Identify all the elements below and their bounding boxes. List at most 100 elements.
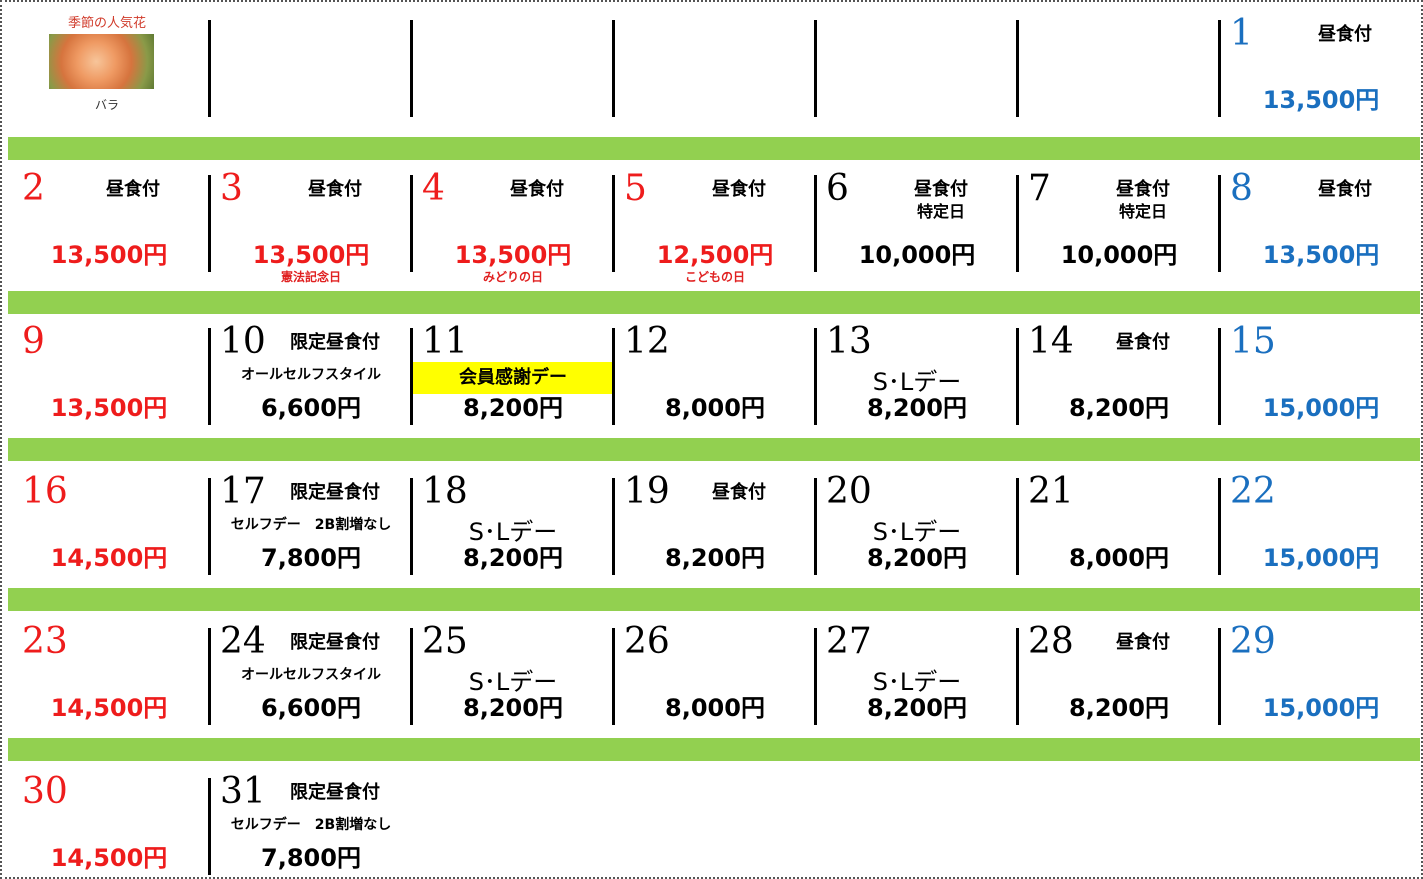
- day-number: 3: [220, 168, 243, 209]
- day-number: 16: [22, 471, 68, 512]
- price: 7,800円: [261, 844, 361, 872]
- event-label: S･Lデー: [468, 668, 558, 696]
- day-number: 26: [624, 621, 670, 662]
- day-divider: [1016, 478, 1019, 575]
- day-divider: [1218, 478, 1221, 575]
- price: 6,600円: [261, 694, 361, 722]
- meal-note: 限定昼食付: [290, 332, 380, 353]
- day-divider: [208, 778, 211, 875]
- day-number: 6: [826, 168, 849, 209]
- price: 8,200円: [867, 694, 967, 722]
- meal-note: 限定昼食付: [290, 482, 380, 503]
- day-divider: [1016, 628, 1019, 725]
- day-number: 11: [422, 321, 468, 362]
- meal-note: 昼食付: [914, 179, 968, 200]
- price: 8,200円: [463, 544, 563, 572]
- day-divider: [410, 175, 413, 272]
- event-label: S･Lデー: [872, 368, 962, 396]
- day-divider: [208, 478, 211, 575]
- day-divider: [612, 328, 615, 425]
- day-divider: [1016, 175, 1019, 272]
- week-separator: [8, 291, 1420, 314]
- day-number: 17: [220, 471, 266, 512]
- meal-note: 限定昼食付: [290, 782, 380, 803]
- price: 8,000円: [1069, 544, 1169, 572]
- day-number: 23: [22, 621, 68, 662]
- day-divider: [814, 20, 817, 117]
- meal-note: 限定昼食付: [290, 632, 380, 653]
- holiday-name: こどもの日: [684, 270, 745, 284]
- meal-note: 昼食付: [1116, 332, 1170, 353]
- price: 13,500円: [1262, 86, 1380, 114]
- price: 15,000円: [1262, 544, 1380, 572]
- day-number: 18: [422, 471, 468, 512]
- day-number: 13: [826, 321, 872, 362]
- day-number: 5: [624, 168, 647, 209]
- day-divider: [208, 628, 211, 725]
- price: 13,500円: [252, 241, 370, 269]
- day-number: 30: [22, 771, 68, 812]
- day-number: 7: [1028, 168, 1051, 209]
- day-number: 4: [422, 168, 445, 209]
- day-divider: [1218, 628, 1221, 725]
- price: 8,000円: [665, 694, 765, 722]
- day-divider: [1218, 175, 1221, 272]
- price: 8,200円: [1069, 694, 1169, 722]
- price: 13,500円: [50, 394, 168, 422]
- day-divider: [612, 20, 615, 117]
- day-divider: [410, 628, 413, 725]
- day-number: 8: [1230, 168, 1253, 209]
- meal-note: 昼食付: [308, 179, 362, 200]
- day-number: 15: [1230, 321, 1276, 362]
- price: 13,500円: [50, 241, 168, 269]
- day-number: 27: [826, 621, 872, 662]
- day-divider: [814, 478, 817, 575]
- meal-note: 昼食付: [712, 482, 766, 503]
- day-number: 28: [1028, 621, 1074, 662]
- day-divider: [814, 328, 817, 425]
- day-divider: [208, 175, 211, 272]
- meal-note: 昼食付: [106, 179, 160, 200]
- week-separator: [8, 588, 1420, 611]
- day-number: 1: [1230, 13, 1253, 54]
- event-badge: 会員感謝デー: [413, 362, 613, 394]
- day-divider: [410, 328, 413, 425]
- price: 14,500円: [50, 844, 168, 872]
- holiday-name: みどりの日: [482, 270, 543, 284]
- price: 8,200円: [867, 544, 967, 572]
- featured-label: 季節の人気花: [67, 16, 146, 31]
- holiday-name: 憲法記念日: [280, 270, 341, 284]
- day-divider: [410, 20, 413, 117]
- day-divider: [1218, 328, 1221, 425]
- price: 13,500円: [1262, 241, 1380, 269]
- day-number: 25: [422, 621, 468, 662]
- day-number: 29: [1230, 621, 1276, 662]
- day-divider: [208, 20, 211, 117]
- day-number: 14: [1028, 321, 1074, 362]
- day-number: 10: [220, 321, 266, 362]
- week-separator: [8, 438, 1420, 461]
- day-divider: [410, 478, 413, 575]
- plan-note: 特定日: [916, 202, 965, 221]
- day-number: 20: [826, 471, 872, 512]
- price: 8,200円: [463, 694, 563, 722]
- day-divider: [612, 478, 615, 575]
- price: 7,800円: [261, 544, 361, 572]
- day-number: 21: [1028, 471, 1074, 512]
- plan-note: 特定日: [1118, 202, 1167, 221]
- plan-note: セルフデー 2B割増なし: [230, 517, 392, 533]
- plan-note: オールセルフスタイル: [241, 367, 381, 383]
- event-label: S･Lデー: [872, 518, 962, 546]
- price: 12,500円: [656, 241, 774, 269]
- day-divider: [612, 628, 615, 725]
- event-label: S･Lデー: [872, 668, 962, 696]
- meal-note: 昼食付: [1318, 179, 1372, 200]
- meal-note: 昼食付: [510, 179, 564, 200]
- day-divider: [1016, 20, 1019, 117]
- flower-photo: [49, 34, 154, 89]
- event-label: S･Lデー: [468, 518, 558, 546]
- day-number: 22: [1230, 471, 1276, 512]
- plan-note: セルフデー 2B割増なし: [230, 817, 392, 833]
- meal-note: 昼食付: [1318, 24, 1372, 45]
